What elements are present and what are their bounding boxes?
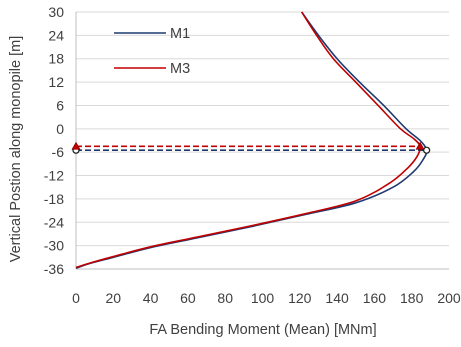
x-tick-label: 0 [72,290,80,306]
x-tick-label: 120 [288,290,312,306]
y-tick-label: 12 [48,74,64,90]
y-tick-label: -36 [44,261,64,277]
gridlines [76,11,449,247]
x-tick-label: 180 [400,290,424,306]
y-axis-title: Vertical Postion along monopile [m] [8,36,24,263]
x-tick-label: 140 [325,290,349,306]
legend: M1 M3 [114,26,190,77]
y-tick-label: 24 [48,27,64,43]
y-tick-label: 18 [48,51,64,67]
axes [75,12,449,270]
marker-m3-peak [415,141,425,150]
x-tick-label: 160 [363,290,387,306]
y-tick-label: -6 [52,144,65,160]
legend-label-m1: M1 [170,26,190,42]
x-tick-label: 40 [143,290,159,306]
y-tick-label: -24 [44,214,64,230]
y-tick-label: -30 [44,238,64,254]
y-tick-label: -18 [44,191,64,207]
series-line-m1 [75,11,428,269]
y-tick-label: 6 [56,97,64,113]
x-axis-title: FA Bending Moment (Mean) [MNm] [149,322,376,338]
x-tick-label: 20 [106,290,122,306]
x-tick-label: 200 [437,290,461,306]
x-tick-label: 80 [217,290,233,306]
marker-m1-peak [422,146,431,154]
y-tick-label: -12 [44,168,64,184]
marker-m3-start [71,141,81,150]
series-line-m3 [75,11,422,269]
series-lines [75,11,428,269]
legend-label-m3: M3 [170,61,190,77]
y-tick-label: 0 [56,121,64,137]
x-tick-labels: 0 20 40 60 80 100 120 140 160 180 200 [72,290,461,306]
y-tick-labels: 30 24 18 12 6 0 -6 -12 -18 -24 -30 -36 [44,4,64,277]
x-tick-label: 60 [180,290,196,306]
x-tick-label: 100 [251,290,275,306]
peak-markers [71,141,431,154]
y-tick-label: 30 [48,4,64,20]
